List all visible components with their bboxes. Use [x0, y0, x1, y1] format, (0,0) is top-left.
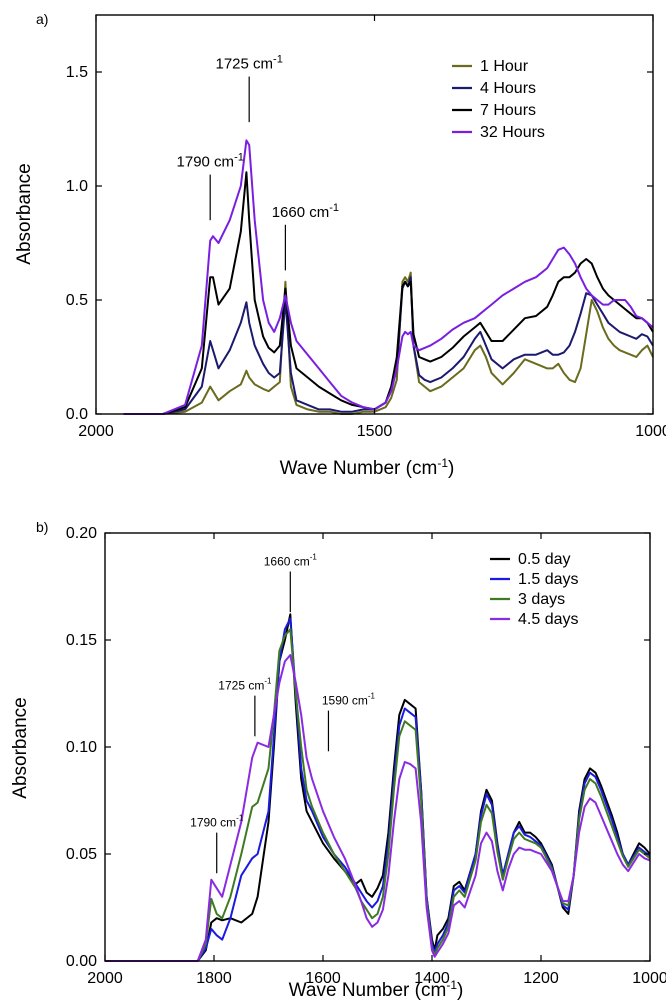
y-tick-label: 0.20: [66, 525, 97, 542]
annotation-group: 1725 cm-1 1790 cm-1 1660 cm-1: [177, 54, 339, 271]
y-tick-label: 1.0: [66, 178, 88, 195]
x-tick-label: 1400: [414, 970, 450, 987]
y-axis-label: Absorbance: [10, 697, 31, 798]
x-axis-label-text: Wave Number (cm: [289, 980, 447, 1001]
series-group: [123, 139, 654, 415]
legend-label: 7 Hours: [480, 102, 536, 119]
plot-frame: [95, 14, 654, 415]
legend-label: 32 Hours: [480, 124, 545, 141]
annotation-label: 1790 cm-1: [190, 814, 244, 830]
series-line-3: [123, 171, 654, 415]
annotation-label: 1790 cm-1: [177, 152, 244, 171]
legend-label: 1.5 days: [518, 571, 578, 588]
x-axis-label-close: ): [448, 458, 454, 479]
x-axis-label-text: Wave Number (cm: [280, 458, 438, 479]
legend-label: 4.5 days: [518, 611, 578, 628]
legend: 1 Hour 4 Hours 7 Hours 32 Hours: [452, 58, 545, 141]
x-tick-label: 1000: [635, 423, 666, 440]
legend-label: 1 Hour: [480, 58, 529, 75]
series-line-4: [105, 654, 651, 962]
y-tick-label: 0.5: [66, 292, 88, 309]
x-tick-label: 1800: [196, 970, 232, 987]
legend-label: 3 days: [518, 591, 565, 608]
panel-a: a) 2000 1500 1000 0.0 0.5 1.0 1.5 1725 cm-1 179…: [14, 11, 666, 479]
x-axis-label: Wave Number (cm-1): [280, 456, 455, 479]
y-tick-label: 0.05: [66, 846, 97, 863]
x-axis-label-sup: -1: [437, 456, 448, 470]
series-line-3: [105, 628, 651, 962]
x-tick-label: 2000: [87, 970, 123, 987]
panel-label-b: b): [36, 519, 48, 535]
annotation-label: 1660 cm-1: [272, 202, 339, 221]
x-tick-label: 1200: [523, 970, 559, 987]
panel-b: b) 2000 1800 1600 1400 1200 1000 0.00 0.05 0.10 0…: [10, 519, 666, 1001]
x-tick-label: 1600: [305, 970, 341, 987]
y-axis-label: Absorbance: [14, 163, 35, 264]
tick-group: 2000 1800 1600 1400 1200 1000 0.00 0.05 0.10 0.15…: [66, 525, 666, 987]
annotation-group: 1660 cm-1 1725 cm-1 1590 cm-1 1790 cm-1: [190, 553, 376, 874]
legend-label: 0.5 day: [518, 551, 570, 568]
panel-label-a: a): [36, 11, 48, 27]
annotation-label: 1725 cm-1: [216, 54, 283, 73]
x-tick-label: 1500: [357, 423, 393, 440]
y-tick-label: 0.00: [66, 953, 97, 970]
series-line-4: [123, 139, 654, 415]
y-tick-label: 0.0: [66, 406, 88, 423]
x-tick-label: 2000: [78, 423, 114, 440]
x-axis-label-sup: -1: [446, 978, 457, 992]
legend-label: 4 Hours: [480, 80, 536, 97]
y-tick-label: 0.10: [66, 739, 97, 756]
x-axis-label: Wave Number (cm-1): [289, 978, 464, 1001]
annotation-label: 1725 cm-1: [218, 677, 272, 693]
series-group: [105, 613, 651, 962]
y-tick-label: 0.15: [66, 632, 97, 649]
x-axis-label-close: ): [457, 980, 463, 1001]
annotation-label: 1660 cm-1: [264, 553, 318, 569]
series-line-2: [105, 617, 651, 962]
tick-group: 2000 1500 1000 0.0 0.5 1.0 1.5: [66, 15, 666, 440]
legend: 0.5 day 1.5 days 3 days 4.5 days: [490, 551, 578, 628]
x-tick-label: 1000: [632, 970, 666, 987]
y-tick-label: 1.5: [66, 64, 88, 81]
annotation-label: 1590 cm-1: [322, 692, 376, 708]
